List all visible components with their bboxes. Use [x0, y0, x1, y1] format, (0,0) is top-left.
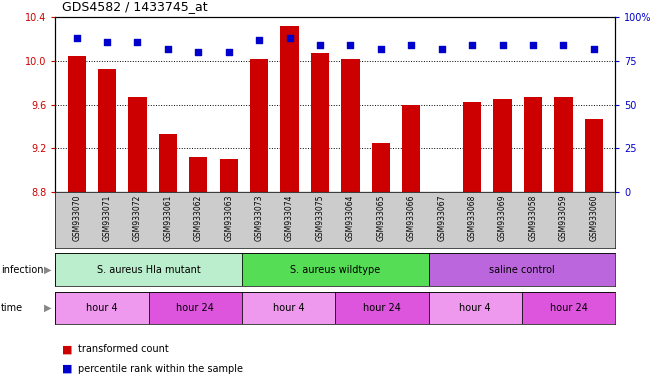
Text: transformed count: transformed count: [78, 344, 169, 354]
Point: [102, 39, 112, 45]
Text: S. aureus Hla mutant: S. aureus Hla mutant: [97, 265, 201, 275]
Text: hour 24: hour 24: [363, 303, 401, 313]
Text: GSM933058: GSM933058: [529, 195, 538, 241]
Bar: [250, 59, 268, 192]
Text: ■: ■: [62, 344, 72, 354]
Text: S. aureus wildtype: S. aureus wildtype: [290, 265, 380, 275]
Point: [345, 42, 355, 48]
Text: infection: infection: [1, 265, 43, 275]
Text: ▶: ▶: [44, 265, 51, 275]
Text: GSM933069: GSM933069: [498, 195, 507, 241]
Text: GSM933060: GSM933060: [589, 195, 598, 241]
Text: GSM933064: GSM933064: [346, 195, 355, 241]
Point: [193, 49, 204, 55]
Bar: [463, 103, 481, 192]
Text: GSM933061: GSM933061: [163, 195, 173, 241]
Text: GDS4582 / 1433745_at: GDS4582 / 1433745_at: [62, 0, 208, 13]
Text: GSM933062: GSM933062: [194, 195, 203, 241]
Bar: [281, 26, 299, 192]
Bar: [128, 97, 146, 192]
Bar: [335, 292, 428, 324]
Point: [406, 42, 417, 48]
Bar: [98, 69, 116, 192]
Text: hour 24: hour 24: [549, 303, 587, 313]
Point: [132, 39, 143, 45]
Point: [589, 46, 599, 52]
Point: [467, 42, 477, 48]
Text: hour 4: hour 4: [86, 303, 118, 313]
Bar: [372, 143, 390, 192]
Text: GSM933065: GSM933065: [376, 195, 385, 241]
Point: [284, 35, 295, 41]
Text: hour 24: hour 24: [176, 303, 214, 313]
Bar: [341, 59, 359, 192]
Point: [497, 42, 508, 48]
Bar: [585, 119, 603, 192]
Bar: [68, 56, 86, 192]
Text: GSM933074: GSM933074: [285, 195, 294, 241]
Text: saline control: saline control: [489, 265, 555, 275]
Point: [72, 35, 82, 41]
Point: [315, 42, 326, 48]
Bar: [428, 253, 615, 286]
Bar: [189, 157, 208, 192]
Point: [223, 49, 234, 55]
Text: hour 4: hour 4: [273, 303, 305, 313]
Text: GSM933075: GSM933075: [316, 195, 325, 241]
Point: [437, 46, 447, 52]
Text: GSM933072: GSM933072: [133, 195, 142, 241]
Point: [559, 42, 569, 48]
Text: GSM933068: GSM933068: [467, 195, 477, 241]
Bar: [159, 134, 177, 192]
Bar: [493, 99, 512, 192]
Text: ▶: ▶: [44, 303, 51, 313]
Bar: [219, 159, 238, 192]
Text: GSM933073: GSM933073: [255, 195, 264, 241]
Text: time: time: [1, 303, 23, 313]
Point: [163, 46, 173, 52]
Text: ■: ■: [62, 364, 72, 374]
Bar: [428, 292, 522, 324]
Text: GSM933063: GSM933063: [225, 195, 233, 241]
Bar: [55, 253, 242, 286]
Text: GSM933067: GSM933067: [437, 195, 446, 241]
Point: [528, 42, 538, 48]
Bar: [402, 105, 421, 192]
Bar: [242, 292, 335, 324]
Text: GSM933059: GSM933059: [559, 195, 568, 241]
Point: [376, 46, 386, 52]
Bar: [148, 292, 242, 324]
Bar: [55, 292, 148, 324]
Bar: [311, 53, 329, 192]
Text: percentile rank within the sample: percentile rank within the sample: [78, 364, 243, 374]
Bar: [522, 292, 615, 324]
Bar: [524, 97, 542, 192]
Text: GSM933070: GSM933070: [72, 195, 81, 241]
Text: GSM933071: GSM933071: [103, 195, 111, 241]
Point: [254, 37, 264, 43]
Bar: [242, 253, 428, 286]
Text: GSM933066: GSM933066: [407, 195, 416, 241]
Text: hour 4: hour 4: [460, 303, 491, 313]
Bar: [555, 97, 573, 192]
